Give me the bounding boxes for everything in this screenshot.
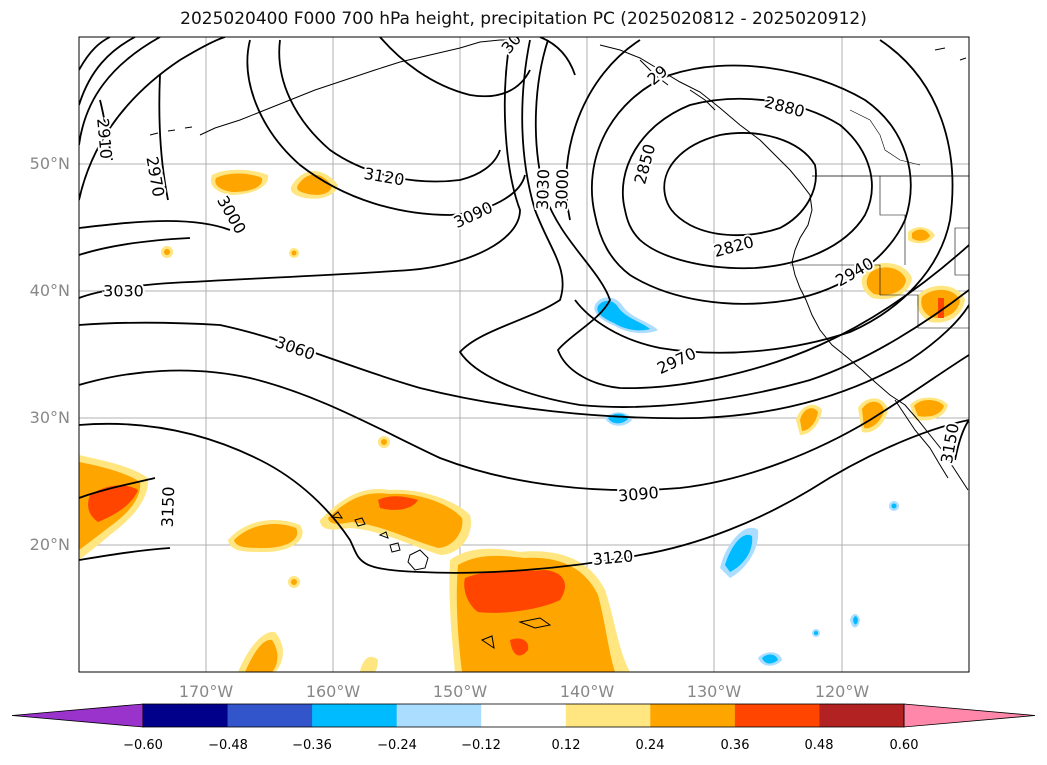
height-contours	[79, 37, 969, 574]
colorbar-tick-label: 0.12	[552, 738, 581, 753]
colorbar-tick-label: −0.12	[461, 738, 501, 753]
contour-label: 3120	[592, 546, 634, 568]
colorbar-segment	[227, 704, 313, 727]
lon-label: 160°W	[306, 682, 361, 701]
contour-labels: 2910297030003120309030303060303030002850…	[91, 37, 965, 571]
latitude-labels: 50°N 40°N 30°N 20°N	[30, 154, 70, 554]
colorbar-extension-high	[903, 703, 1036, 728]
colorbar-segment	[650, 704, 736, 727]
contour-label: 3030	[533, 169, 553, 210]
lon-label: 150°W	[433, 682, 488, 701]
lat-label: 20°N	[30, 535, 70, 554]
colorbar-tick-label: −0.24	[377, 738, 417, 753]
lat-label: 40°N	[30, 281, 70, 300]
longitude-labels: 170°W 160°W 150°W 140°W 130°W 120°W	[179, 682, 870, 701]
colorbar-tick-label: −0.36	[292, 738, 332, 753]
contour-label: 3030	[103, 282, 144, 301]
precipitation-shading	[79, 169, 965, 672]
colorbar-segment	[565, 704, 651, 727]
lat-label: 30°N	[30, 408, 70, 427]
colorbar-tick-label: −0.60	[123, 738, 163, 753]
lat-label: 50°N	[30, 154, 70, 173]
colorbar-segment	[481, 704, 567, 727]
contour-label: 3090	[617, 483, 659, 505]
colorbar-extension-low	[11, 703, 144, 728]
colorbar-tick-label: 0.48	[805, 738, 834, 753]
map-frame	[78, 36, 970, 673]
lon-label: 140°W	[560, 682, 615, 701]
contour-label: 3150	[158, 486, 178, 527]
colorbar-tick-label: 0.36	[721, 738, 750, 753]
map-title: 2025020400 F000 700 hPa height, precipit…	[180, 9, 867, 29]
contour-label: 2910	[93, 117, 115, 159]
colorbar-tick-labels: −0.60 −0.48 −0.36 −0.24 −0.12 0.12 0.24 …	[123, 738, 918, 753]
colorbar-segment	[312, 704, 398, 727]
colorbar-segment	[143, 704, 229, 727]
lon-label: 130°W	[687, 682, 742, 701]
colorbar-segment	[819, 704, 905, 727]
colorbar-border	[142, 703, 905, 728]
colorbar-segment	[734, 704, 820, 727]
lon-label: 170°W	[179, 682, 234, 701]
colorbar	[11, 703, 1036, 728]
colorbar-segment	[396, 704, 482, 727]
lon-label: 120°W	[815, 682, 870, 701]
colorbar-tick-label: −0.48	[208, 738, 248, 753]
contour-label: 3000	[552, 169, 572, 210]
colorbar-tick-label: 0.60	[890, 738, 919, 753]
colorbar-tick-label: 0.24	[636, 738, 665, 753]
